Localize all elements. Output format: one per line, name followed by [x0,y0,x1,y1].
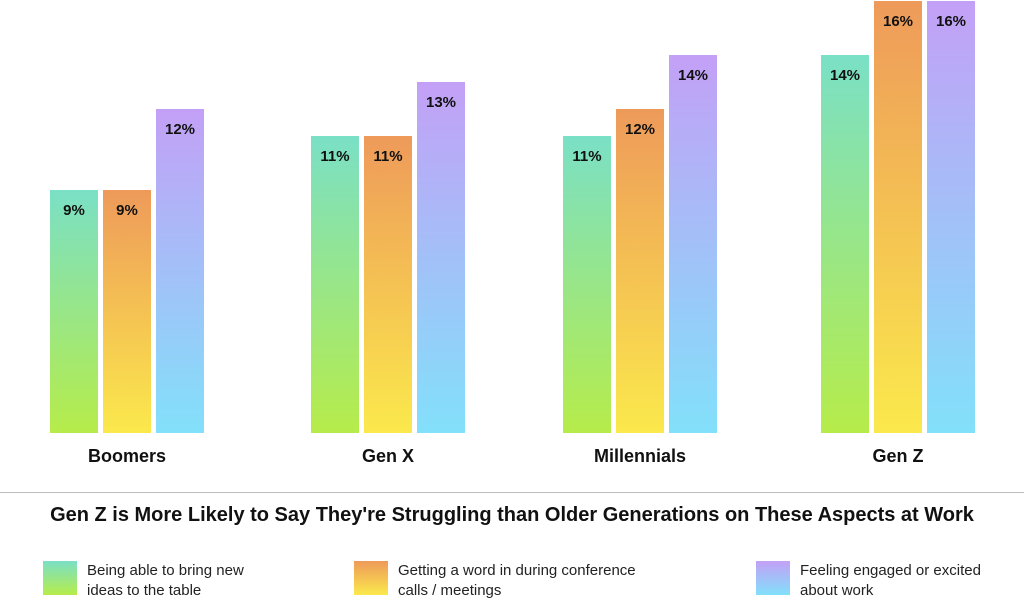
bar-gen-x-conference [364,136,412,433]
legend-label-ideas: Being able to bring new ideas to the tab… [87,562,244,599]
bar-gen-z-ideas [821,55,869,433]
data-label-gen-z-engaged: 16% [936,13,966,30]
bar-chart: 9% 9% 12% 11% 11% 13% 11% 12% 14% 14% 16% 16% Boome… [50,1,975,466]
data-label-boomers-conference: 9% [116,202,138,219]
legend-swatch-ideas [43,561,77,595]
bar-millennials-conference [616,109,664,433]
legend-label-engaged: Feeling engaged or excited about work [800,562,981,599]
bar-boomers-ideas [50,190,98,433]
bar-boomers-conference [103,190,151,433]
bar-gen-z-conference [874,1,922,433]
bar-gen-x-engaged [417,82,465,433]
chart-title: Gen Z is More Likely to Say They're Stru… [50,504,974,526]
data-label-gen-z-ideas: 14% [830,67,860,84]
bar-millennials-engaged [669,55,717,433]
data-label-gen-x-engaged: 13% [426,94,456,111]
legend-item-ideas: Being able to bring new ideas to the tab… [43,561,244,601]
category-label-boomers: Boomers [88,446,166,466]
category-label-gen-x: Gen X [362,446,414,466]
legend-item-engaged: Feeling engaged or excited about work [756,561,981,601]
data-label-boomers-ideas: 9% [63,202,85,219]
data-label-boomers-engaged: 12% [165,121,195,138]
bar-gen-z-engaged [927,1,975,433]
data-label-gen-z-conference: 16% [883,13,913,30]
data-label-millennials-conference: 12% [625,121,655,138]
bars-layer [50,1,975,433]
bar-boomers-engaged [156,109,204,433]
data-label-millennials-engaged: 14% [678,67,708,84]
legend-swatch-engaged [756,561,790,595]
data-label-gen-x-ideas: 11% [320,148,349,165]
bar-labels-layer: 9% 9% 12% 11% 11% 13% 11% 12% 14% 14% 16% 16% [63,13,966,219]
bar-gen-x-ideas [311,136,359,433]
data-label-millennials-ideas: 11% [572,148,601,165]
legend-swatch-conference [354,561,388,595]
legend-item-conference: Getting a word in during conference call… [354,561,636,601]
bar-millennials-ideas [563,136,611,433]
data-label-gen-x-conference: 11% [373,148,402,165]
legend-label-conference: Getting a word in during conference call… [398,562,636,599]
divider-line [0,492,1024,493]
category-label-gen-z: Gen Z [872,446,923,466]
category-labels-layer: Boomers Gen X Millennials Gen Z [88,446,924,466]
category-label-millennials: Millennials [594,446,686,466]
